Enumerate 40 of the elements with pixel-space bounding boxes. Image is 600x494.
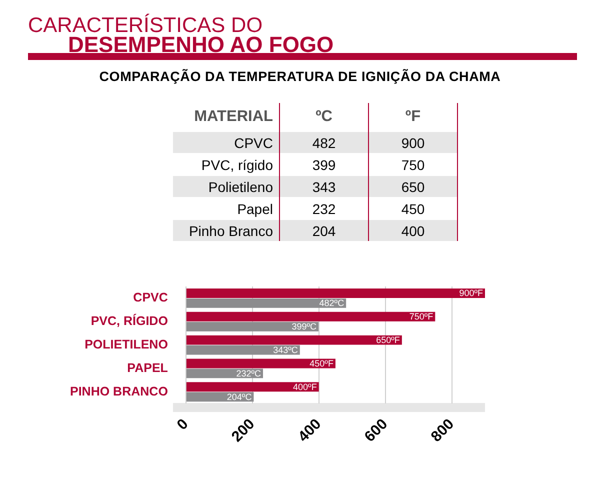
data-label: 482ºC: [319, 298, 345, 308]
data-label: 400: [368, 220, 458, 241]
data-label: 399: [280, 154, 368, 176]
data-label: 900: [368, 132, 458, 154]
category-label: Papel: [173, 198, 280, 220]
series-label: ºF: [368, 103, 458, 132]
y-tick-label: POLIETILENO: [84, 337, 168, 352]
data-label: 399ºC: [292, 322, 317, 332]
category-label: CPVC: [173, 132, 280, 154]
data-label: 400ºF: [293, 382, 318, 392]
category-label: Polietileno: [173, 176, 280, 198]
data-label: 232ºC: [236, 368, 262, 378]
data-label: 482: [280, 132, 368, 154]
data-label: 232: [280, 198, 368, 220]
x-tick-label: 800: [428, 416, 458, 446]
x-tick-label: 600: [361, 416, 392, 446]
x-tick-label: 400: [294, 416, 325, 446]
text: COMPARAÇÃO DA TEMPERATURA DE IGNIÇÃO DA CHAMA: [98, 69, 502, 84]
data-label: 650ºF: [376, 335, 400, 346]
y-tick-label: PVC, RÍGIDO: [90, 313, 168, 328]
data-label: 900ºF: [459, 288, 484, 298]
y-tick-label: CPVC: [133, 290, 168, 305]
category-label: PVC, rígido: [173, 154, 280, 176]
y-tick-label: PINHO BRANCO: [70, 384, 168, 398]
data-label: 343ºC: [273, 345, 298, 355]
data-label: 450: [368, 198, 458, 220]
data-label: 204: [280, 220, 368, 241]
data-label: 750: [368, 154, 458, 176]
series-label: ºC: [280, 103, 368, 132]
text: MATERIAL: [193, 107, 274, 127]
y-tick-label: PAPEL: [127, 360, 168, 375]
category-label: Pinho Branco: [173, 220, 280, 241]
data-label: 750ºF: [409, 312, 434, 322]
data-label: 204ºC: [226, 392, 252, 402]
x-tick-label: 200: [228, 416, 258, 446]
data-label: 450ºF: [310, 358, 334, 368]
x-tick-label: 0: [174, 416, 192, 434]
data-label: 650: [368, 176, 458, 198]
text: CARACTERÍSTICAS DO DESEMPENHO AO FOGO: [28, 14, 334, 57]
data-label: 343: [280, 176, 368, 198]
